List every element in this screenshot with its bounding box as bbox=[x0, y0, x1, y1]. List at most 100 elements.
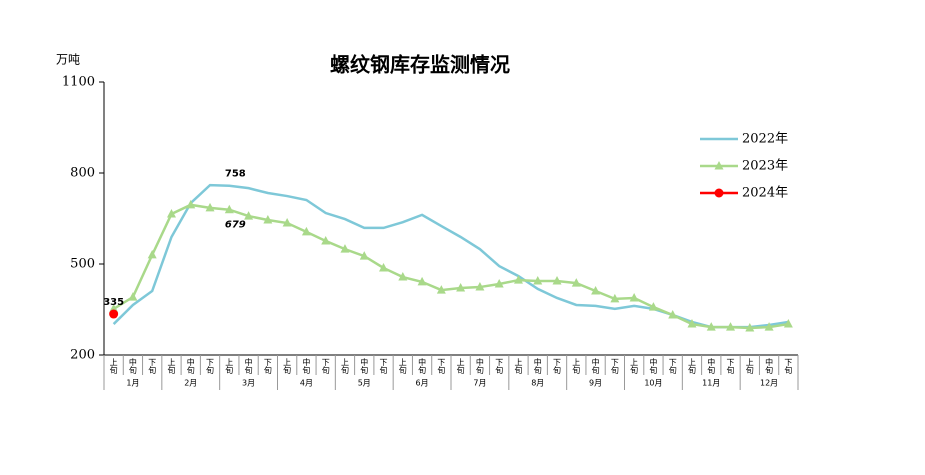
month-label: 1月 bbox=[126, 379, 139, 388]
data-point bbox=[282, 218, 292, 227]
data-point bbox=[359, 251, 369, 260]
data-point bbox=[147, 249, 157, 259]
x-tick-label: 中旬 bbox=[533, 357, 542, 375]
month-label: 3月 bbox=[242, 379, 255, 388]
data-point bbox=[745, 323, 755, 332]
data-label: 335 bbox=[103, 297, 124, 308]
data-point bbox=[764, 322, 774, 331]
data-point bbox=[687, 319, 697, 328]
x-tick-label: 中旬 bbox=[302, 357, 311, 375]
data-point bbox=[340, 244, 350, 253]
x-tick-label: 下旬 bbox=[726, 358, 735, 375]
data-point bbox=[629, 292, 639, 302]
x-tick-label: 下旬 bbox=[784, 358, 793, 375]
legend-label: 2024年 bbox=[742, 186, 788, 201]
x-tick-label: 上旬 bbox=[398, 358, 407, 375]
x-tick-label: 下旬 bbox=[379, 358, 388, 375]
data-point bbox=[456, 282, 466, 292]
x-tick-label: 上旬 bbox=[514, 358, 523, 375]
data-point bbox=[591, 285, 601, 295]
data-point bbox=[224, 204, 234, 214]
y-tick-label: 200 bbox=[70, 348, 95, 363]
data-point bbox=[398, 272, 408, 281]
legend-marker bbox=[714, 188, 724, 198]
series-line bbox=[112, 183, 789, 329]
x-tick-label: 中旬 bbox=[475, 357, 484, 375]
x-tick-label: 上旬 bbox=[687, 358, 696, 375]
data-point bbox=[668, 309, 678, 319]
month-label: 11月 bbox=[702, 379, 720, 388]
legend-label: 2022年 bbox=[742, 132, 788, 147]
data-point bbox=[533, 275, 543, 285]
data-point bbox=[186, 199, 196, 209]
y-tick-label: 1100 bbox=[62, 75, 95, 90]
month-label: 9月 bbox=[589, 379, 602, 388]
x-tick-label: 中旬 bbox=[707, 357, 716, 375]
data-point bbox=[244, 211, 254, 220]
x-tick-label: 中旬 bbox=[360, 357, 369, 375]
data-point bbox=[706, 322, 716, 331]
data-point bbox=[205, 202, 215, 212]
x-tick-label: 中旬 bbox=[128, 357, 137, 375]
data-point bbox=[648, 302, 658, 311]
x-tick-label: 下旬 bbox=[437, 358, 446, 375]
x-tick-label: 下旬 bbox=[263, 358, 272, 375]
x-tick-label: 中旬 bbox=[186, 357, 195, 375]
data-point bbox=[166, 208, 176, 218]
data-label: 758 bbox=[225, 169, 246, 180]
series-line bbox=[112, 203, 789, 330]
x-tick-label: 下旬 bbox=[553, 358, 562, 375]
month-label: 12月 bbox=[760, 379, 778, 388]
x-tick-label: 下旬 bbox=[495, 358, 504, 375]
month-label: 8月 bbox=[531, 379, 544, 388]
x-tick-label: 中旬 bbox=[244, 357, 253, 375]
legend-marker bbox=[714, 161, 724, 170]
y-tick-label: 800 bbox=[70, 166, 95, 181]
x-tick-label: 下旬 bbox=[148, 358, 157, 375]
month-label: 5月 bbox=[358, 379, 371, 388]
data-label: 679 bbox=[225, 220, 246, 231]
data-point bbox=[513, 275, 523, 284]
y-tick-label: 500 bbox=[70, 257, 95, 272]
data-point bbox=[726, 322, 736, 331]
x-tick-label: 上旬 bbox=[167, 358, 176, 375]
x-tick-label: 下旬 bbox=[610, 358, 619, 375]
data-point bbox=[301, 226, 311, 236]
x-tick-label: 中旬 bbox=[765, 357, 774, 375]
data-point bbox=[379, 262, 389, 272]
data-point bbox=[128, 292, 138, 301]
x-tick-label: 上旬 bbox=[745, 358, 754, 375]
chart-title: 螺纹钢库存监测情况 bbox=[330, 53, 510, 77]
x-tick-label: 上旬 bbox=[572, 358, 581, 375]
x-tick-label: 上旬 bbox=[109, 358, 118, 375]
month-label: 7月 bbox=[473, 379, 486, 388]
data-point bbox=[475, 282, 485, 291]
x-tick-label: 上旬 bbox=[630, 358, 639, 375]
data-point bbox=[109, 309, 119, 319]
data-point bbox=[552, 275, 562, 285]
data-point bbox=[571, 278, 581, 287]
data-point bbox=[417, 276, 427, 286]
data-point bbox=[321, 235, 331, 245]
month-label: 4月 bbox=[300, 379, 313, 388]
legend-label: 2023年 bbox=[742, 159, 788, 174]
data-point bbox=[783, 319, 793, 328]
x-tick-label: 上旬 bbox=[340, 358, 349, 375]
x-tick-label: 下旬 bbox=[668, 358, 677, 375]
x-tick-label: 中旬 bbox=[418, 357, 427, 375]
month-label: 2月 bbox=[184, 379, 197, 388]
data-point bbox=[610, 293, 620, 303]
data-point bbox=[436, 285, 446, 294]
x-tick-label: 上旬 bbox=[225, 358, 234, 375]
x-tick-label: 中旬 bbox=[591, 357, 600, 375]
x-tick-label: 下旬 bbox=[321, 358, 330, 375]
x-tick-label: 下旬 bbox=[206, 358, 215, 375]
x-tick-label: 中旬 bbox=[649, 357, 658, 375]
y-unit: 万吨 bbox=[56, 53, 80, 67]
data-point bbox=[494, 279, 504, 288]
month-label: 10月 bbox=[644, 379, 662, 388]
x-tick-label: 上旬 bbox=[456, 358, 465, 375]
x-tick-label: 上旬 bbox=[283, 358, 292, 375]
month-label: 6月 bbox=[416, 379, 429, 388]
